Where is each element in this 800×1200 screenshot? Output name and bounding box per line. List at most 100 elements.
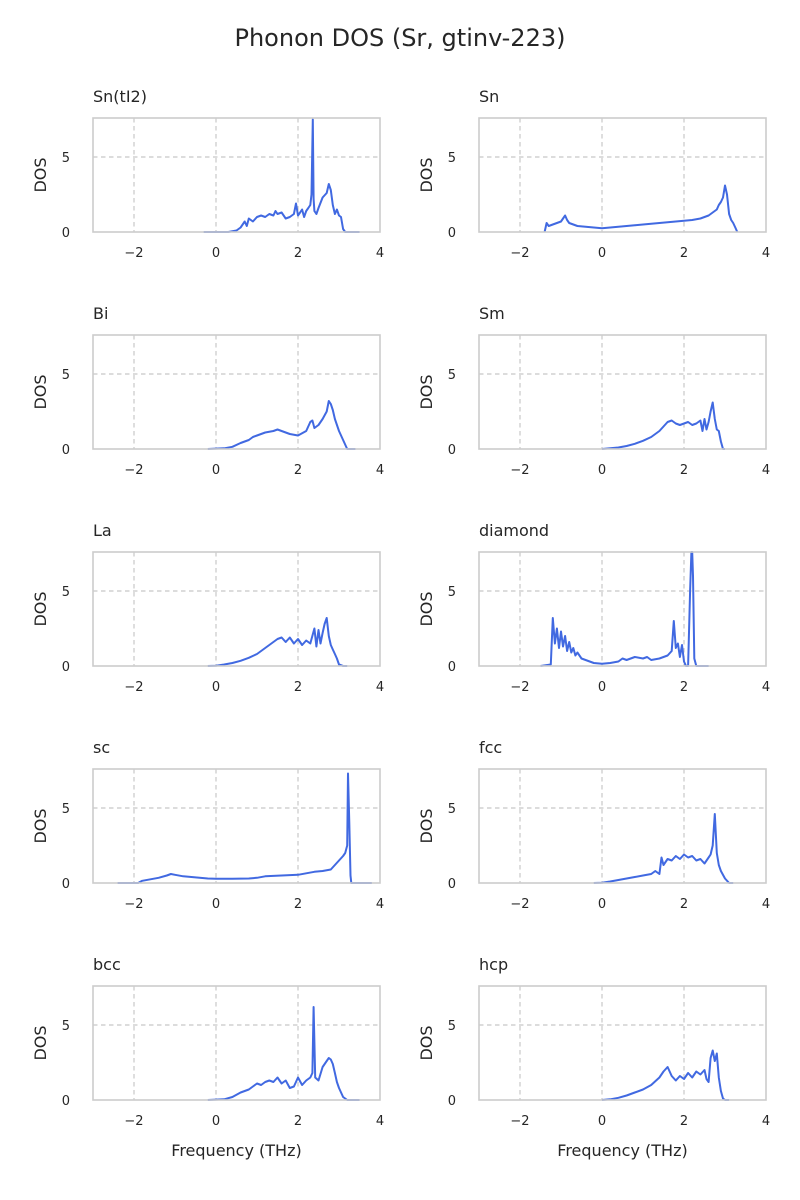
figure-title: Phonon DOS (Sr, gtinv-223) bbox=[235, 24, 566, 52]
y-axis-label: DOS bbox=[31, 374, 50, 409]
x-tick-label: 4 bbox=[762, 1114, 770, 1129]
axes-frame bbox=[478, 985, 767, 1101]
x-tick-label: 2 bbox=[294, 680, 302, 695]
y-tick-label: 0 bbox=[448, 660, 456, 675]
axes-frame bbox=[478, 551, 767, 667]
x-tick-label: 2 bbox=[680, 1114, 688, 1129]
y-axis-label: DOS bbox=[31, 808, 50, 843]
dos-series-line bbox=[203, 118, 360, 233]
panel-grid: −2 0 2 4 0 5 Sn(tI2) DOS −2 0 2 4 0 5 Sn DOS −2 0 2 4 0 5 Bi DO… bbox=[31, 87, 770, 1160]
panel-sc: −2 0 2 4 0 5 sc DOS bbox=[31, 738, 384, 912]
y-axis-label: DOS bbox=[417, 1025, 436, 1060]
x-tick-label: −2 bbox=[510, 680, 529, 695]
y-tick-label: 5 bbox=[448, 368, 456, 383]
subplot-title: hcp bbox=[479, 955, 508, 974]
panel-sn-ti2: −2 0 2 4 0 5 Sn(tI2) DOS bbox=[31, 87, 384, 261]
dos-series-line bbox=[601, 401, 725, 450]
y-tick-label: 0 bbox=[62, 660, 70, 675]
x-tick-label: 4 bbox=[376, 463, 384, 478]
axes-frame bbox=[478, 334, 767, 450]
x-tick-label: 4 bbox=[762, 246, 770, 261]
dos-series-line bbox=[117, 772, 372, 884]
y-tick-label: 0 bbox=[448, 226, 456, 241]
y-tick-label: 5 bbox=[448, 151, 456, 166]
x-tick-label: −2 bbox=[510, 246, 529, 261]
axes-frame bbox=[92, 334, 381, 450]
x-tick-label: 0 bbox=[598, 246, 606, 261]
y-axis-label: DOS bbox=[31, 1025, 50, 1060]
dos-series-line bbox=[540, 551, 709, 667]
y-tick-label: 0 bbox=[448, 1094, 456, 1109]
y-tick-label: 5 bbox=[62, 151, 70, 166]
panel-fcc: −2 0 2 4 0 5 fcc DOS bbox=[417, 738, 770, 912]
x-tick-label: 0 bbox=[598, 680, 606, 695]
panel-la: −2 0 2 4 0 5 La DOS bbox=[31, 521, 384, 695]
y-tick-label: 0 bbox=[62, 877, 70, 892]
subplot-title: diamond bbox=[479, 521, 549, 540]
y-axis-label: DOS bbox=[31, 157, 50, 192]
y-axis-label: DOS bbox=[417, 157, 436, 192]
subplot-title: La bbox=[93, 521, 112, 540]
subplot-title: bcc bbox=[93, 955, 121, 974]
axes-frame bbox=[92, 768, 381, 884]
x-tick-label: 4 bbox=[762, 680, 770, 695]
x-tick-label: 4 bbox=[376, 897, 384, 912]
y-axis-label: DOS bbox=[31, 591, 50, 626]
dos-series-line bbox=[543, 184, 739, 233]
x-tick-label: −2 bbox=[124, 463, 143, 478]
x-tick-label: 2 bbox=[294, 1114, 302, 1129]
x-tick-label: 2 bbox=[680, 680, 688, 695]
x-tick-label: 0 bbox=[212, 1114, 220, 1129]
x-tick-label: 0 bbox=[212, 463, 220, 478]
x-tick-label: 4 bbox=[376, 680, 384, 695]
y-tick-label: 5 bbox=[448, 1019, 456, 1034]
y-tick-label: 0 bbox=[62, 443, 70, 458]
x-tick-label: −2 bbox=[124, 246, 143, 261]
x-tick-label: −2 bbox=[510, 897, 529, 912]
subplot-title: sc bbox=[93, 738, 110, 757]
x-tick-label: −2 bbox=[124, 897, 143, 912]
x-axis-label: Frequency (THz) bbox=[557, 1141, 687, 1160]
dos-series-line bbox=[207, 400, 356, 450]
y-axis-label: DOS bbox=[417, 591, 436, 626]
x-tick-label: 4 bbox=[762, 463, 770, 478]
subplot-title: fcc bbox=[479, 738, 502, 757]
panel-diamond: −2 0 2 4 0 5 diamond DOS bbox=[417, 521, 770, 695]
x-tick-label: 0 bbox=[598, 897, 606, 912]
panel-sm: −2 0 2 4 0 5 Sm DOS bbox=[417, 304, 770, 478]
x-tick-label: −2 bbox=[124, 680, 143, 695]
panel-hcp: −2 0 2 4 0 5 hcp DOS Frequency (THz) bbox=[417, 955, 770, 1160]
dos-series-line bbox=[593, 813, 734, 884]
x-tick-label: 0 bbox=[212, 680, 220, 695]
axes-frame bbox=[478, 117, 767, 233]
x-tick-label: 0 bbox=[212, 897, 220, 912]
y-tick-label: 0 bbox=[448, 877, 456, 892]
subplot-title: Sm bbox=[479, 304, 505, 323]
dos-series-line bbox=[601, 1049, 730, 1101]
subplot-title: Bi bbox=[93, 304, 108, 323]
panel-sn: −2 0 2 4 0 5 Sn DOS bbox=[417, 87, 770, 261]
x-tick-label: 2 bbox=[680, 463, 688, 478]
y-tick-label: 5 bbox=[62, 585, 70, 600]
x-tick-label: 2 bbox=[294, 897, 302, 912]
x-tick-label: 0 bbox=[212, 246, 220, 261]
y-tick-label: 5 bbox=[62, 802, 70, 817]
y-tick-label: 5 bbox=[448, 585, 456, 600]
dos-series-line bbox=[207, 617, 348, 667]
y-tick-label: 0 bbox=[448, 443, 456, 458]
y-tick-label: 0 bbox=[62, 226, 70, 241]
x-tick-label: 4 bbox=[762, 897, 770, 912]
axes-frame bbox=[92, 551, 381, 667]
x-tick-label: 2 bbox=[294, 463, 302, 478]
x-tick-label: −2 bbox=[510, 463, 529, 478]
x-tick-label: 0 bbox=[598, 1114, 606, 1129]
x-tick-label: 2 bbox=[294, 246, 302, 261]
x-tick-label: 2 bbox=[680, 246, 688, 261]
subplot-title: Sn(tI2) bbox=[93, 87, 147, 106]
y-tick-label: 0 bbox=[62, 1094, 70, 1109]
y-tick-label: 5 bbox=[62, 368, 70, 383]
y-tick-label: 5 bbox=[62, 1019, 70, 1034]
x-tick-label: 2 bbox=[680, 897, 688, 912]
x-tick-label: 0 bbox=[598, 463, 606, 478]
